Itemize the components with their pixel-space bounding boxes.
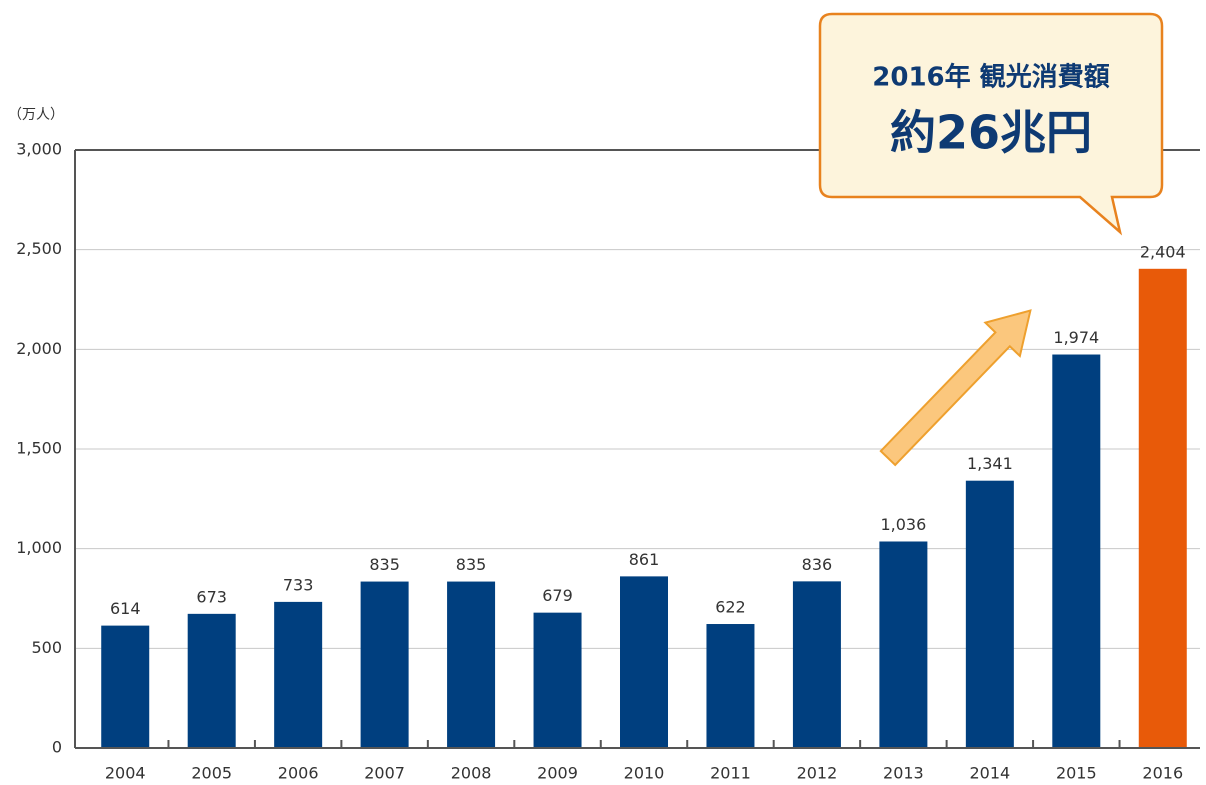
x-tick-label: 2010	[624, 764, 665, 783]
value-label: 673	[196, 587, 227, 606]
bar	[360, 581, 409, 748]
callout-line1: 2016年 観光消費額	[872, 62, 1109, 93]
x-tick-label: 2004	[105, 764, 146, 783]
y-tick-label: 1,000	[16, 538, 62, 557]
y-tick-label: 1,500	[16, 439, 62, 458]
x-tick-label: 2008	[451, 764, 492, 783]
plot: 0 500 1,000 1,500 2,000 2,500 3,000 614 2004 673 2…	[16, 140, 1200, 783]
bar	[1052, 354, 1101, 748]
bar	[879, 541, 928, 748]
arrow-shape	[879, 309, 1032, 467]
y-tick-label: 3,000	[16, 140, 62, 159]
x-tick-label: 2009	[537, 764, 578, 783]
value-label: 835	[369, 555, 400, 574]
bar	[706, 624, 755, 748]
y-unit: （万人）	[8, 107, 64, 123]
y-tick-label: 2,000	[16, 339, 62, 358]
x-tick-label: 2006	[278, 764, 319, 783]
bar	[187, 613, 236, 748]
callout-box	[818, 12, 1164, 236]
x-tick-label: 2007	[364, 764, 405, 783]
x-tick-label: 2016	[1142, 764, 1183, 783]
value-label: 733	[283, 575, 314, 594]
x-tick-label: 2005	[191, 764, 232, 783]
value-label: 836	[802, 555, 833, 574]
bar	[792, 581, 841, 748]
bar	[447, 581, 496, 748]
bar	[274, 601, 323, 748]
y-tick-label: 500	[31, 638, 62, 657]
bar	[1138, 268, 1187, 748]
x-tick-label: 2015	[1056, 764, 1097, 783]
callout-line2: 約26兆円	[890, 106, 1092, 160]
bar	[533, 612, 582, 748]
y-tick-label: 0	[52, 738, 62, 757]
bar	[101, 625, 150, 748]
x-tick-label: 2012	[797, 764, 838, 783]
value-label: 835	[456, 555, 487, 574]
value-label: 679	[542, 586, 573, 605]
y-tick-label: 2,500	[16, 239, 62, 258]
value-label: 614	[110, 599, 141, 618]
x-tick-label: 2013	[883, 764, 924, 783]
value-label: 622	[715, 598, 746, 617]
value-label: 861	[629, 550, 660, 569]
x-tick-label: 2011	[710, 764, 751, 783]
bar	[620, 576, 668, 748]
value-label: 1,974	[1053, 328, 1099, 347]
value-label: 2,404	[1140, 242, 1186, 261]
arrow	[879, 309, 1032, 467]
value-label: 1,036	[880, 515, 926, 534]
value-label: 1,341	[967, 454, 1013, 473]
bar	[965, 480, 1014, 748]
x-tick-label: 2014	[969, 764, 1010, 783]
